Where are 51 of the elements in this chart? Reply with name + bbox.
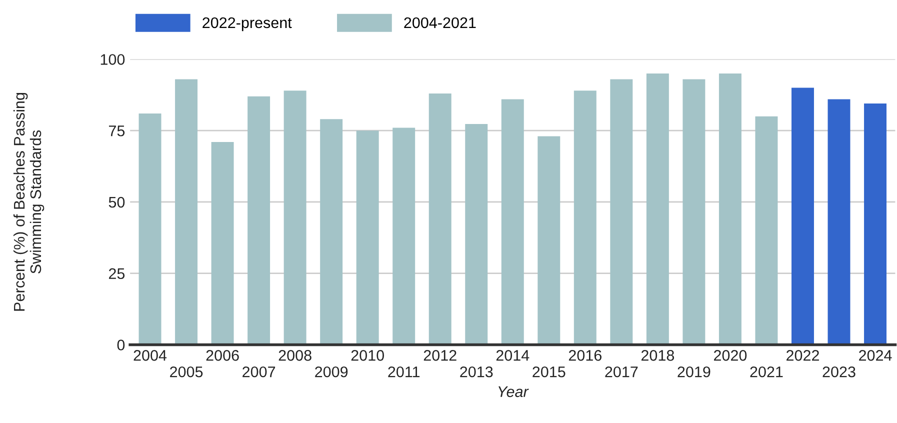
bar: [646, 73, 669, 345]
bar: [828, 99, 850, 345]
bar: [392, 128, 416, 345]
y-tick-label: 75: [108, 126, 125, 136]
y-tick-label: 0: [117, 340, 125, 350]
x-tick-label: 2016: [568, 350, 602, 361]
x-tick-label: 2018: [641, 350, 674, 361]
x-tick-label: 2010: [351, 350, 384, 361]
bar: [175, 79, 198, 345]
bar: [682, 79, 706, 345]
bar: [138, 113, 162, 345]
bar: [538, 136, 560, 345]
x-tick-label: 2012: [424, 350, 456, 361]
y-tick-label: 50: [108, 196, 125, 208]
x-tick-label: 2021: [750, 366, 783, 378]
y-tick-label: 100: [100, 54, 125, 65]
x-tick-label: 2019: [678, 366, 710, 378]
x-tick-label: 2024: [859, 350, 892, 361]
x-tick-label: 2015: [532, 366, 566, 378]
x-axis-title: Year: [498, 386, 529, 398]
x-tick-label: 2011: [388, 366, 420, 378]
bar: [248, 96, 270, 345]
x-tick-label: 2005: [170, 366, 203, 378]
bar: [864, 103, 887, 345]
legend-label: 2004-2021: [404, 17, 476, 28]
bar: [718, 73, 742, 345]
bar: [791, 88, 814, 345]
x-tick-label: 2013: [460, 366, 493, 378]
bar: [610, 79, 633, 345]
x-tick-label: 2007: [242, 366, 276, 378]
x-tick-label: 2014: [496, 350, 530, 361]
bar: [755, 116, 778, 345]
bar: [574, 90, 596, 345]
x-tick-label: 2020: [714, 350, 747, 361]
bar: [320, 119, 343, 345]
bar: [501, 99, 524, 345]
x-tick-label: 2006: [206, 350, 239, 361]
x-tick-label: 2022: [786, 350, 819, 361]
y-tick-label: 25: [108, 268, 125, 280]
x-tick-label: 2009: [315, 366, 348, 378]
y-axis-title: Percent (%) of Beaches Passing Swimming Standards: [13, 92, 44, 311]
x-tick-label: 2017: [605, 366, 638, 378]
x-tick-label: 2004: [134, 350, 167, 361]
x-tick-label: 2008: [278, 350, 312, 361]
bar: [284, 90, 306, 345]
bar: [211, 142, 234, 345]
bar: [465, 124, 488, 345]
x-tick-label: 2023: [822, 366, 856, 378]
bar: [428, 93, 452, 345]
legend-label: 2022-present: [202, 17, 292, 32]
bar: [356, 130, 379, 345]
